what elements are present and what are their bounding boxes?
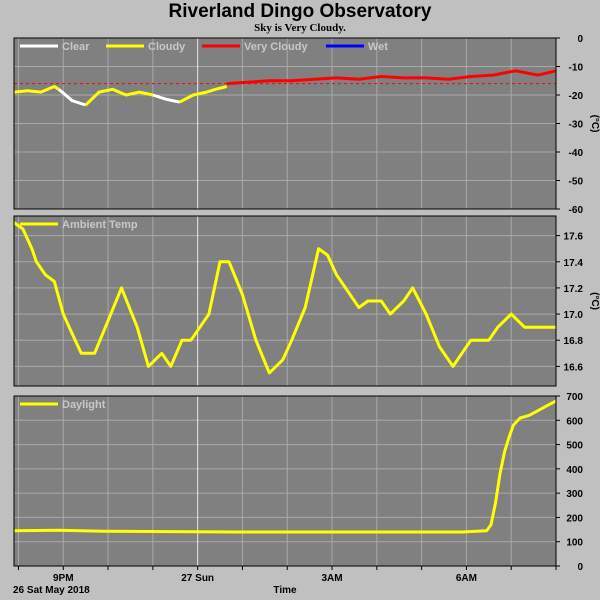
daylight-ytick-label: 600	[566, 416, 583, 427]
daylight-ytick-label: 100	[566, 538, 583, 549]
ambient-panel	[14, 216, 556, 386]
sky-series-line	[226, 69, 557, 86]
daylight-legend-label: Daylight	[62, 399, 106, 411]
ambient-ytick-label: 17.6	[564, 232, 584, 243]
daylight-ytick-label: 500	[566, 441, 583, 452]
ambient-ytick-label: 16.8	[564, 336, 584, 347]
date-label: 26 Sat May 2018	[13, 585, 90, 596]
sky-ytick-label: -40	[569, 148, 584, 159]
daylight-ytick-label: 400	[566, 465, 583, 476]
sky-ytick-label: -50	[569, 177, 584, 188]
sky-legend-label: Clear	[62, 41, 90, 53]
sky-ytick-label: -60	[569, 205, 584, 216]
sky-legend-label: Cloudy	[148, 41, 186, 53]
x-tick-label: 6AM	[456, 573, 477, 584]
ambient-ytick-label: 17.2	[564, 284, 584, 295]
sky-panel-border	[13, 37, 557, 210]
sky-series-line	[84, 87, 154, 107]
daylight-ytick-label: 300	[566, 489, 583, 500]
sky-series-line	[152, 93, 181, 104]
sky-unit-label: (°C)	[589, 115, 600, 133]
sky-series-line	[57, 88, 87, 107]
ambient-panel-border	[13, 215, 557, 387]
sky-series-line	[179, 85, 228, 104]
sky-ytick-label: -10	[569, 63, 584, 74]
x-tick-label: 3AM	[321, 573, 342, 584]
daylight-ytick-label: 0	[577, 562, 583, 573]
daylight-series-line	[13, 399, 557, 534]
ambient-ytick-label: 17.4	[564, 258, 584, 269]
ambient-ytick-label: 17.0	[564, 310, 584, 321]
ambient-legend-label: Ambient Temp	[62, 219, 138, 231]
sky-ytick-label: 0	[577, 34, 583, 45]
daylight-ytick-label: 700	[566, 392, 583, 403]
daylight-panel	[14, 396, 556, 566]
sky-ytick-label: -20	[569, 91, 584, 102]
sky-series-line	[13, 85, 60, 94]
ambient-unit-label: (°C)	[589, 292, 600, 310]
daylight-ytick-label: 200	[566, 513, 583, 524]
x-tick-label: 9PM	[53, 573, 74, 584]
page-title: Riverland Dingo Observatory	[168, 1, 432, 22]
sky-ytick-label: -30	[569, 120, 584, 131]
x-axis-title: Time	[273, 585, 297, 596]
sky-status: Sky is Very Cloudy.	[254, 22, 346, 34]
daylight-panel-border	[13, 395, 557, 567]
ambient-series-line	[13, 221, 556, 375]
sky-legend-label: Very Cloudy	[244, 41, 308, 53]
sky-legend-label: Wet	[368, 41, 388, 53]
x-tick-label: 27 Sun	[181, 573, 214, 584]
ambient-ytick-label: 16.6	[564, 362, 584, 373]
